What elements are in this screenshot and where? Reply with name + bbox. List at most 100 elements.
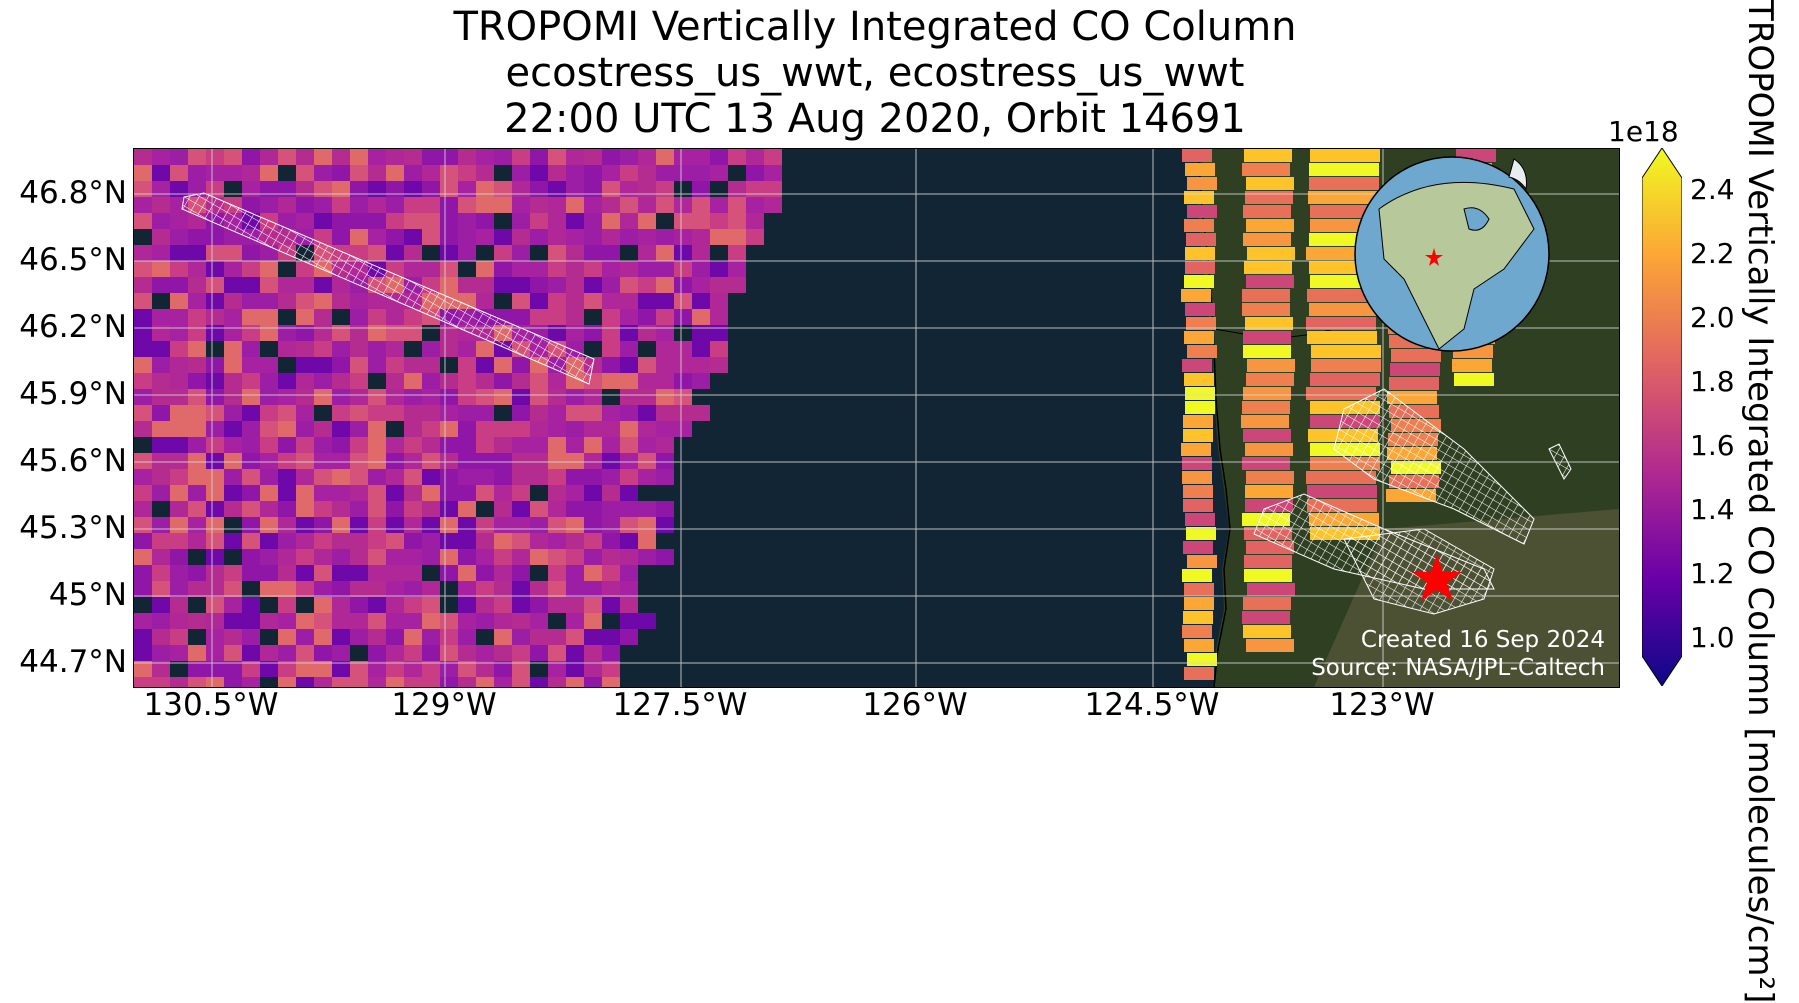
co-pixel: [206, 437, 224, 453]
co-pixel: [692, 373, 710, 389]
co-pixel: [548, 229, 566, 245]
co-pixel: [1183, 415, 1213, 428]
co-pixel: [1454, 373, 1494, 386]
co-pixel: [1243, 345, 1291, 358]
co-pixel: [494, 181, 512, 197]
co-pixel: [386, 309, 404, 325]
co-pixel: [350, 613, 368, 629]
co-pixel: [224, 293, 242, 309]
map-panel[interactable]: Created 16 Sep 2024 Source: NASA/JPL-Cal…: [133, 148, 1620, 688]
co-pixel: [638, 469, 656, 485]
co-pixel: [224, 341, 242, 357]
co-pixel: [530, 613, 548, 629]
co-pixel: [332, 421, 350, 437]
co-pixel: [242, 421, 260, 437]
co-pixel: [638, 357, 656, 373]
co-pixel: [386, 341, 404, 357]
co-pixel: [350, 469, 368, 485]
co-pixel: [152, 197, 170, 213]
co-pixel: [332, 485, 350, 501]
co-pixel: [656, 325, 674, 341]
co-pixel: [134, 629, 152, 645]
co-pixel: [350, 197, 368, 213]
co-pixel: [728, 213, 746, 229]
co-pixel: [224, 165, 242, 181]
co-pixel: [476, 149, 494, 165]
co-pixel: [620, 309, 638, 325]
co-pixel: [206, 661, 224, 677]
co-pixel: [476, 437, 494, 453]
map-canvas: [134, 149, 1619, 687]
co-pixel: [134, 261, 152, 277]
co-pixel: [386, 581, 404, 597]
co-pixel: [1182, 569, 1212, 582]
co-pixel: [242, 197, 260, 213]
co-pixel: [404, 373, 422, 389]
co-pixel: [620, 149, 638, 165]
co-pixel: [170, 437, 188, 453]
co-pixel: [584, 437, 602, 453]
co-pixel: [206, 421, 224, 437]
co-pixel: [530, 517, 548, 533]
co-pixel: [296, 629, 314, 645]
co-pixel: [674, 245, 692, 261]
co-pixel: [314, 453, 332, 469]
co-pixel: [242, 501, 260, 517]
co-pixel: [332, 629, 350, 645]
co-data-swath: [134, 149, 782, 687]
co-pixel: [710, 149, 728, 165]
co-pixel: [1306, 387, 1376, 400]
co-pixel: [512, 213, 530, 229]
co-pixel: [1183, 611, 1213, 624]
co-pixel: [548, 629, 566, 645]
co-pixel: [530, 261, 548, 277]
co-pixel: [494, 261, 512, 277]
co-pixel: [584, 549, 602, 565]
co-pixel: [188, 437, 206, 453]
co-pixel: [584, 661, 602, 677]
co-pixel: [404, 661, 422, 677]
co-pixel: [170, 613, 188, 629]
co-pixel: [476, 373, 494, 389]
co-pixel: [152, 581, 170, 597]
co-pixel: [512, 277, 530, 293]
co-pixel: [278, 485, 296, 501]
co-pixel: [1183, 485, 1213, 498]
co-pixel: [746, 181, 764, 197]
co-pixel: [422, 517, 440, 533]
co-pixel: [494, 533, 512, 549]
co-pixel: [278, 341, 296, 357]
co-pixel: [1247, 359, 1295, 372]
co-pixel: [548, 485, 566, 501]
co-pixel: [584, 485, 602, 501]
co-pixel: [494, 421, 512, 437]
co-pixel: [1185, 387, 1215, 400]
co-pixel: [494, 677, 512, 687]
co-pixel: [296, 677, 314, 687]
co-pixel: [584, 533, 602, 549]
co-pixel: [494, 549, 512, 565]
co-pixel: [584, 405, 602, 421]
co-pixel: [296, 389, 314, 405]
co-pixel: [242, 389, 260, 405]
co-pixel: [368, 645, 386, 661]
co-pixel: [386, 469, 404, 485]
co-pixel: [278, 453, 296, 469]
co-pixel: [512, 293, 530, 309]
co-pixel: [512, 149, 530, 165]
co-pixel: [206, 277, 224, 293]
co-pixel: [1187, 205, 1217, 218]
co-pixel: [278, 421, 296, 437]
co-pixel: [728, 229, 746, 245]
co-pixel: [314, 645, 332, 661]
co-pixel: [134, 293, 152, 309]
co-pixel: [692, 181, 710, 197]
co-pixel: [710, 325, 728, 341]
co-pixel: [494, 613, 512, 629]
co-pixel: [422, 181, 440, 197]
co-pixel: [278, 629, 296, 645]
co-pixel: [476, 341, 494, 357]
co-pixel: [584, 677, 602, 687]
co-pixel: [260, 357, 278, 373]
co-pixel: [242, 277, 260, 293]
